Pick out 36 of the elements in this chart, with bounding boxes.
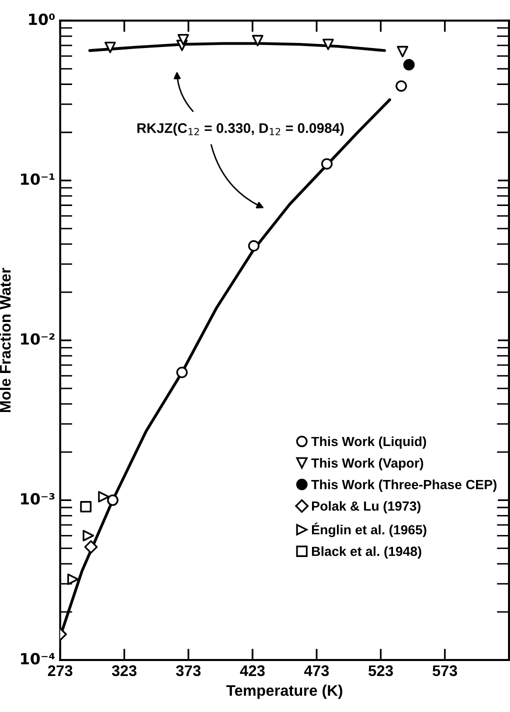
point xyxy=(396,46,408,58)
y-axis-title: Mole Fraction Water xyxy=(0,268,11,412)
legend-label: This Work (Three-Phase CEP) xyxy=(311,480,496,492)
x-tick-label: 323 xyxy=(112,665,136,676)
x-tick-label: 473 xyxy=(304,665,329,676)
point xyxy=(403,59,415,70)
legend-label: Énglin et al. (1965) xyxy=(312,522,426,538)
annotation: RKJZ(C$_{12}$ = 0.330, D$_{12}$ = 0.0984) xyxy=(137,122,344,136)
y-tick-label: 10⁻¹ xyxy=(21,173,54,185)
y-tick-label: 10⁰ xyxy=(29,14,55,26)
legend-label: Polak & Lu (1973) xyxy=(312,501,420,514)
legend-label: This Work (Vapor) xyxy=(311,458,424,470)
legend-label: This Work (Liquid) xyxy=(311,436,426,449)
point xyxy=(107,494,118,506)
y-tick-label: 10⁻³ xyxy=(21,493,54,505)
point xyxy=(82,530,94,542)
x-tick-label: 273 xyxy=(48,665,72,676)
point xyxy=(396,80,407,92)
point xyxy=(98,491,110,502)
x-tick-label: 523 xyxy=(368,665,393,676)
y-tick-label: 10⁻² xyxy=(21,333,54,345)
point xyxy=(104,42,116,54)
point xyxy=(80,501,92,512)
point xyxy=(248,240,260,252)
point xyxy=(252,34,264,46)
y-tick-label: 10⁻⁴ xyxy=(21,652,55,664)
point xyxy=(178,34,189,46)
point xyxy=(322,38,334,50)
point xyxy=(67,574,79,585)
point xyxy=(176,366,188,378)
x-tick-label: 373 xyxy=(176,665,201,676)
point xyxy=(321,158,333,170)
x-tick-label: 573 xyxy=(432,665,458,676)
x-axis-title: Temperature (K) xyxy=(226,684,342,699)
x-tick-label: 423 xyxy=(240,665,265,676)
legend-label: Black et al. (1948) xyxy=(312,546,422,559)
